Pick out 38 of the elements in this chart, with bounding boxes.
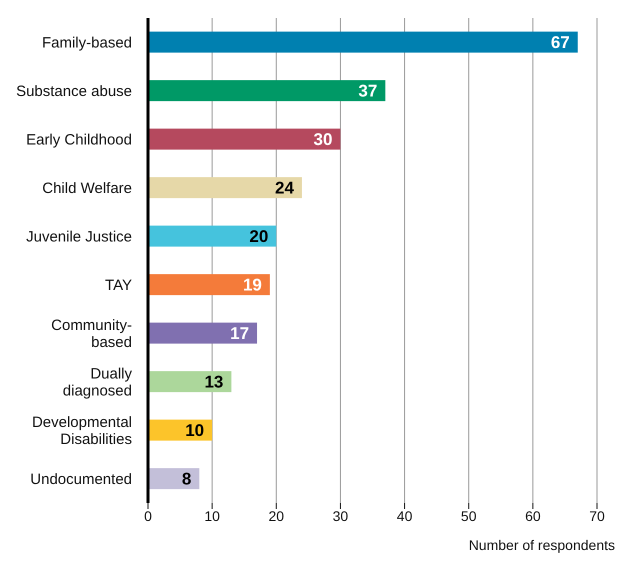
x-tick-label: 70: [589, 508, 605, 524]
y-tick-label: Child Welfare: [42, 180, 132, 197]
data-label: 37: [358, 82, 378, 101]
data-label: 67: [550, 33, 570, 52]
y-tick-label: TAY: [105, 276, 132, 294]
data-label: 24: [275, 178, 294, 198]
bar: [148, 322, 258, 344]
y-tick-label: Early Childhood: [26, 131, 132, 148]
x-tick-label: 50: [460, 508, 477, 524]
bar: [148, 274, 270, 296]
y-tick-label: Undocumented: [30, 470, 132, 488]
y-tick-label: Juvenile Justice: [26, 228, 132, 246]
data-label: 30: [314, 130, 332, 150]
bar: [148, 226, 276, 247]
data-label: 19: [242, 276, 262, 295]
data-label: 17: [230, 324, 250, 344]
bar: [148, 468, 200, 490]
bar: [148, 371, 232, 392]
data-label: 10: [185, 421, 204, 440]
x-tick-label: 10: [204, 508, 220, 524]
data-label: 13: [204, 372, 224, 392]
bar: [148, 32, 578, 53]
x-tick-label: 20: [268, 508, 284, 524]
bar: [148, 177, 302, 198]
y-tick-label: Developmental Disabilities: [32, 414, 132, 448]
x-tick-label: 40: [396, 508, 413, 524]
bar: [148, 80, 386, 102]
x-tick-label: 0: [144, 508, 152, 524]
data-label: 20: [249, 227, 268, 246]
bar: [148, 128, 340, 150]
x-axis-title: Number of respondents: [468, 537, 615, 553]
y-tick-label: Dually diagnosed: [62, 365, 132, 400]
x-tick-label: 60: [525, 508, 541, 524]
y-tick-label: Substance abuse: [16, 82, 132, 100]
data-label: 8: [182, 470, 192, 489]
y-tick-label: Family-based: [42, 34, 132, 52]
y-tick-label: Community- based: [51, 316, 132, 351]
x-tick-label: 30: [332, 508, 348, 524]
